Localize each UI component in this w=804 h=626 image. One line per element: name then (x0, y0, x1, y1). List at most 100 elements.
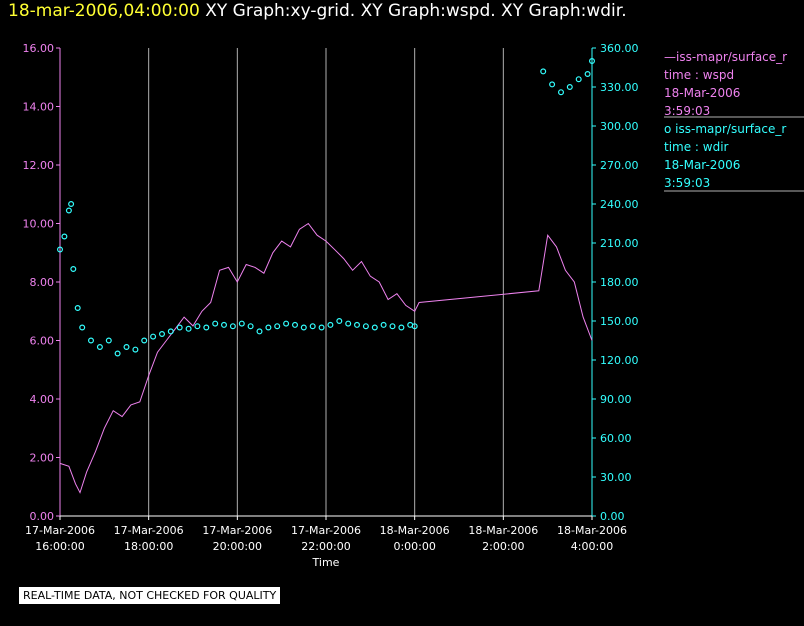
x-axis-label: Time (312, 556, 340, 569)
x-tick-label-date: 17-Mar-2006 (114, 524, 184, 537)
wdir-point (336, 318, 343, 325)
wdir-point (114, 350, 121, 357)
wdir-point (141, 337, 148, 344)
x-tick-label-time: 2:00:00 (482, 540, 524, 553)
x-tick-label-date: 17-Mar-2006 (202, 524, 272, 537)
legend-circle-marker: o (664, 122, 672, 136)
wdir-point (274, 323, 281, 330)
wdir-point (566, 83, 573, 90)
title-date: 18-mar-2006,04:00:00 (8, 1, 200, 21)
wdir-point (167, 328, 174, 335)
legend-line-marker: — (664, 50, 676, 64)
wdir-point (398, 324, 405, 331)
y-right-tick-label: 30.00 (600, 471, 632, 484)
y-right-tick-label: 210.00 (600, 237, 639, 250)
wdir-point (229, 323, 236, 330)
x-tick-label-time: 16:00:00 (35, 540, 84, 553)
wdir-point (203, 324, 210, 331)
y-right-tick-label: 300.00 (600, 120, 639, 133)
legend-series-name: iss-mapr/surface_r (676, 50, 788, 64)
wdir-point (185, 325, 192, 332)
wdir-point (247, 323, 254, 330)
wdir-point (549, 81, 556, 88)
wdir-point (318, 324, 325, 331)
wdir-point (354, 321, 361, 328)
wdir-point (371, 324, 378, 331)
y-left-tick-label: 6.00 (30, 335, 55, 348)
wdir-point (389, 323, 396, 330)
wdir-point (212, 320, 219, 327)
y-right-tick-label: 60.00 (600, 432, 632, 445)
wdir-point (256, 328, 263, 335)
legend-wspd: —iss-mapr/surface_r time : wspd 18-Mar-2… (664, 48, 787, 120)
wdir-point (238, 320, 245, 327)
wdir-point (300, 324, 307, 331)
wdir-point (123, 344, 130, 351)
y-right-tick-label: 150.00 (600, 315, 639, 328)
wdir-point (150, 333, 157, 340)
wspd-series-line (59, 222, 593, 494)
y-left-tick-label: 4.00 (30, 393, 55, 406)
x-tick-label-date: 18-Mar-2006 (468, 524, 538, 537)
x-tick-label-time: 0:00:00 (393, 540, 435, 553)
wdir-point (87, 337, 94, 344)
wdir-point (79, 324, 86, 331)
y-right-tick-label: 330.00 (600, 81, 639, 94)
wdir-point (588, 57, 595, 64)
wdir-point (265, 324, 272, 331)
wdir-point (575, 76, 582, 83)
x-tick-label-date: 17-Mar-2006 (291, 524, 361, 537)
wdir-point (96, 344, 103, 351)
wdir-point (557, 89, 564, 96)
y-left-tick-label: 12.00 (23, 159, 55, 172)
legend-series-date: 18-Mar-2006 (664, 86, 741, 100)
y-right-tick-label: 120.00 (600, 354, 639, 367)
wdir-point (70, 266, 77, 273)
wdir-point (362, 323, 369, 330)
x-tick-label-time: 22:00:00 (301, 540, 350, 553)
y-left-tick-label: 16.00 (23, 42, 55, 55)
y-right-tick-label: 180.00 (600, 276, 639, 289)
y-right-tick-label: 240.00 (600, 198, 639, 211)
wdir-point (56, 246, 63, 253)
title-graphs: XY Graph:xy-grid. XY Graph:wspd. XY Grap… (205, 1, 627, 21)
legend-series-date: 18-Mar-2006 (664, 158, 741, 172)
wdir-point (327, 321, 334, 328)
legend-series-var: time : wspd (664, 68, 735, 82)
legend-wdir: o iss-mapr/surface_r time : wdir 18-Mar-… (664, 120, 786, 192)
y-right-tick-label: 90.00 (600, 393, 632, 406)
y-left-tick-label: 2.00 (30, 452, 55, 465)
legend-series-time: 3:59:03 (664, 104, 711, 118)
x-tick-label-date: 17-Mar-2006 (25, 524, 95, 537)
wdir-point (132, 346, 139, 353)
x-tick-label-time: 4:00:00 (571, 540, 613, 553)
wdir-point (159, 331, 166, 338)
y-right-tick-label: 0.00 (600, 510, 625, 523)
wdir-point (74, 305, 81, 312)
wdir-point (65, 207, 72, 214)
wdir-point (176, 324, 183, 331)
wdir-point (221, 321, 228, 328)
x-tick-label-date: 18-Mar-2006 (557, 524, 627, 537)
y-right-tick-label: 270.00 (600, 159, 639, 172)
wdir-point (105, 337, 112, 344)
legend-series-time: 3:59:03 (664, 176, 711, 190)
legend-series-name: iss-mapr/surface_r (675, 122, 787, 136)
wdir-point (68, 201, 75, 208)
wdir-point (345, 320, 352, 327)
wdir-point (540, 68, 547, 75)
y-left-tick-label: 14.00 (23, 101, 55, 114)
wdir-point (194, 323, 201, 330)
wdir-point (584, 70, 591, 77)
x-tick-label-time: 20:00:00 (213, 540, 262, 553)
wdir-point (283, 320, 290, 327)
quality-notice: REAL-TIME DATA, NOT CHECKED FOR QUALITY (19, 587, 281, 604)
y-left-tick-label: 10.00 (23, 218, 55, 231)
y-right-tick-label: 360.00 (600, 42, 639, 55)
chart-title: 18-mar-2006,04:00:00 XY Graph:xy-grid. X… (8, 1, 627, 21)
wdir-point (380, 321, 387, 328)
y-left-tick-label: 8.00 (30, 276, 55, 289)
wdir-point (292, 321, 299, 328)
wdir-point (61, 233, 68, 240)
